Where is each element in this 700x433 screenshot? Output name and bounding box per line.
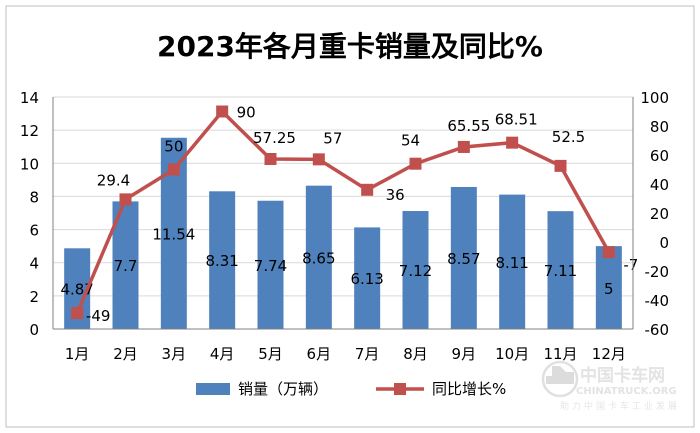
y-left-tick-label: 8 — [29, 188, 39, 206]
line-value-label: 50 — [164, 138, 183, 156]
bar-series — [64, 137, 622, 329]
y-right-tick-label: 40 — [650, 176, 669, 194]
x-tick-label: 11月 — [543, 345, 577, 363]
x-tick-label: 1月 — [65, 345, 90, 363]
bar-value-label: 7.74 — [254, 257, 287, 275]
x-tick-label: 8月 — [403, 345, 428, 363]
line-path — [75, 108, 611, 314]
bar-value-label: 11.54 — [152, 225, 195, 243]
line-labels: -49 29.4 50 90 57.25 57 36 54 65.55 68.51 52.5 -7 — [86, 104, 638, 326]
bar-value-label: 8.31 — [205, 252, 238, 270]
bar-value-label: 8.65 — [302, 249, 335, 267]
logo-globe-icon — [541, 360, 579, 398]
x-tick-label: 12月 — [592, 345, 626, 363]
bar — [595, 246, 622, 329]
line-marker — [602, 246, 615, 259]
truck-icon — [546, 366, 574, 384]
bar — [450, 186, 477, 329]
y-right-tick-label: 80 — [650, 118, 669, 136]
line-marker — [554, 159, 567, 172]
axes: 0 2 4 6 8 10 12 14 -60 -40 -20 0 20 40 60 80 100 1月 2月 3月 4月… — [20, 89, 669, 363]
x-tick-label: 9月 — [452, 345, 477, 363]
x-tick-label: 3月 — [162, 345, 187, 363]
y-right-tick-label: 0 — [659, 234, 669, 252]
line-value-label: 52.5 — [552, 128, 585, 146]
legend-label-bar: 销量（万辆） — [238, 380, 328, 398]
bar — [499, 194, 526, 329]
bar — [257, 200, 284, 329]
bar-value-label: 7.11 — [544, 262, 577, 280]
line-value-label: 36 — [386, 186, 405, 204]
line-value-label: 68.51 — [495, 111, 538, 129]
bar — [354, 227, 381, 329]
y-left-tick-label: 2 — [29, 288, 39, 306]
bar-value-label: 8.57 — [447, 250, 480, 268]
y-right-tick-label: -20 — [645, 263, 670, 281]
legend-label-line: 同比增长% — [432, 380, 506, 398]
line-marker — [216, 105, 229, 118]
legend: 销量（万辆） 同比增长% — [196, 380, 506, 398]
line-marker — [457, 140, 470, 153]
y-right-tick-label: -40 — [645, 292, 670, 310]
x-tick-label: 7月 — [355, 345, 380, 363]
bar-labels: 4.877.711.548.31 7.74 8.656.13 7.128.57 8.11… — [60, 225, 613, 298]
chart-title: 2023年各月重卡销量及同比% — [157, 30, 543, 63]
bar-value-label: 6.13 — [350, 270, 383, 288]
legend-swatch-marker — [394, 383, 406, 395]
bar — [547, 211, 574, 329]
line-marker — [264, 152, 277, 165]
line-value-label: 57.25 — [253, 129, 296, 147]
bar-value-label: 8.11 — [495, 254, 528, 272]
y-left-tick-label: 14 — [20, 89, 39, 107]
line-series — [71, 105, 615, 320]
line-marker — [361, 183, 374, 196]
bar — [305, 185, 332, 329]
bar — [209, 191, 236, 329]
y-right-tick-label: -60 — [645, 321, 670, 339]
line-marker — [71, 307, 84, 320]
y-left-tick-label: 4 — [29, 255, 39, 273]
line-marker — [119, 193, 132, 206]
x-tick-label: 4月 — [210, 345, 235, 363]
x-tick-label: 2月 — [113, 345, 138, 363]
line-value-label: 90 — [237, 104, 256, 122]
bar-value-label: 7.12 — [399, 262, 432, 280]
logo-slogan-text: 助力中国卡车工业发展 — [560, 400, 680, 412]
y-right-tick-label: 100 — [640, 89, 669, 107]
line-value-label: 57 — [323, 129, 342, 147]
line-value-label: 29.4 — [97, 171, 130, 189]
bar-value-label: 5 — [604, 280, 614, 298]
bar — [402, 211, 429, 329]
line-value-label: -7 — [623, 256, 638, 274]
legend-swatch-bar — [196, 383, 230, 395]
y-left-tick-label: 10 — [20, 155, 39, 173]
logo-url-text: CHINATRUCK.ORG — [576, 386, 677, 397]
line-marker — [409, 157, 422, 170]
x-tick-label: 10月 — [495, 345, 529, 363]
line-value-label: -49 — [86, 307, 111, 325]
logo-brand-text: 中国卡车网 — [580, 365, 665, 386]
y-left-tick-label: 6 — [29, 222, 39, 240]
line-value-label: 65.55 — [447, 117, 490, 135]
line-marker — [506, 136, 519, 149]
y-left-tick-label: 0 — [29, 321, 39, 339]
y-right-tick-label: 20 — [650, 205, 669, 223]
y-right-tick-label: 60 — [650, 147, 669, 165]
x-tick-label: 5月 — [258, 345, 283, 363]
line-marker — [312, 153, 325, 166]
line-value-label: 54 — [401, 132, 420, 150]
bar-value-label: 7.7 — [114, 257, 138, 275]
x-tick-label: 6月 — [307, 345, 332, 363]
y-left-tick-label: 12 — [20, 122, 39, 140]
line-marker — [167, 163, 180, 176]
